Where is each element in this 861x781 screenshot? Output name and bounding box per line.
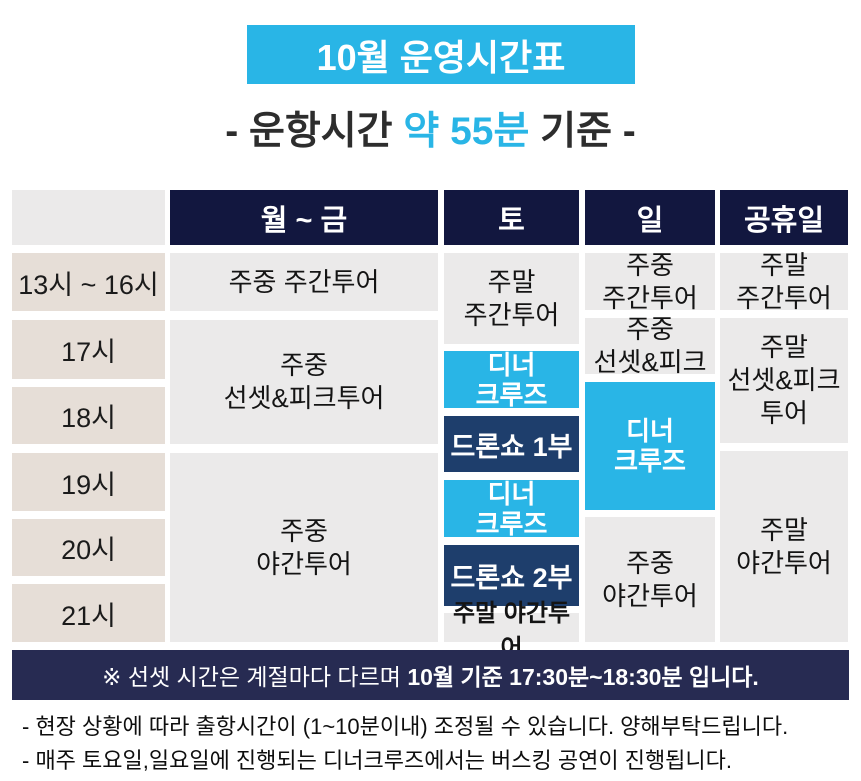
footer-note-2: - 매주 토요일,일요일에 진행되는 디너크루즈에서는 버스킹 공연이 진행됩니… xyxy=(22,748,733,773)
cell-monfri-sunset-peak: 주중 선셋&피크투어 xyxy=(170,320,438,444)
header-col-sun: 일 xyxy=(585,190,715,245)
header-col-mon-fri: 월 ~ 금 xyxy=(170,190,438,245)
cell-holiday-day-tour: 주말 주간투어 xyxy=(720,250,848,313)
cell-sat-drone-show-2: 드론쇼 2부 xyxy=(444,545,579,606)
cell-sat-dinner-cruise-2: 디너 크루즈 xyxy=(444,479,579,539)
cell-sat-dinner-cruise-1: 디너 크루즈 xyxy=(444,350,579,410)
cell-monfri-night-tour: 주중 야간투어 xyxy=(170,453,438,642)
time-21: 21시 xyxy=(12,584,165,642)
subtitle-suffix: 기준 - xyxy=(529,109,636,153)
cell-sat-drone-show-1: 드론쇼 1부 xyxy=(444,416,579,472)
notice-bold-text: 10월 기준 17:30분~18:30분 입니다. xyxy=(407,664,759,690)
cell-holiday-sunset-peak-tour: 주말 선셋&피크 투어 xyxy=(720,318,848,443)
notice-normal-text: ※ 선셋 시간은 계절마다 다르며 xyxy=(102,664,408,690)
footer-notes: - 현장 상황에 따라 출항시간이 (1~10분이내) 조정될 수 있습니다. … xyxy=(22,710,852,778)
cell-holiday-night-tour: 주말 야간투어 xyxy=(720,451,848,642)
time-20: 20시 xyxy=(12,519,165,576)
time-13-16: 13시 ~ 16시 xyxy=(12,253,165,311)
time-18: 18시 xyxy=(12,387,165,444)
subtitle: - 운항시간 약 55분 기준 - xyxy=(0,100,861,155)
header-col-sat: 토 xyxy=(444,190,579,245)
cell-sun-day-tour: 주중 주간투어 xyxy=(585,250,715,313)
cell-sat-day-tour: 주말 주간투어 xyxy=(444,253,579,344)
header-empty-cell xyxy=(12,190,165,245)
subtitle-duration: 약 55분 xyxy=(403,109,530,153)
cell-sun-sunset-peak: 주중 선셋&피크 xyxy=(585,314,715,377)
cell-sun-dinner-cruise: 디너 크루즈 xyxy=(585,382,715,510)
cell-monfri-day-tour: 주중 주간투어 xyxy=(170,253,438,311)
header-col-holiday: 공휴일 xyxy=(720,190,848,245)
footer-note-1: - 현장 상황에 따라 출항시간이 (1~10분이내) 조정될 수 있습니다. … xyxy=(22,714,789,739)
sunset-notice-bar: ※ 선셋 시간은 계절마다 다르며 10월 기준 17:30분~18:30분 입… xyxy=(12,650,849,700)
time-19: 19시 xyxy=(12,453,165,511)
time-17: 17시 xyxy=(12,320,165,379)
cell-sun-night-tour: 주중 야간투어 xyxy=(585,517,715,642)
title-banner: 10월 운영시간표 xyxy=(247,25,635,84)
cell-sat-night-tour: 주말 야간투어 xyxy=(444,600,579,662)
subtitle-prefix: - 운항시간 xyxy=(225,109,404,153)
